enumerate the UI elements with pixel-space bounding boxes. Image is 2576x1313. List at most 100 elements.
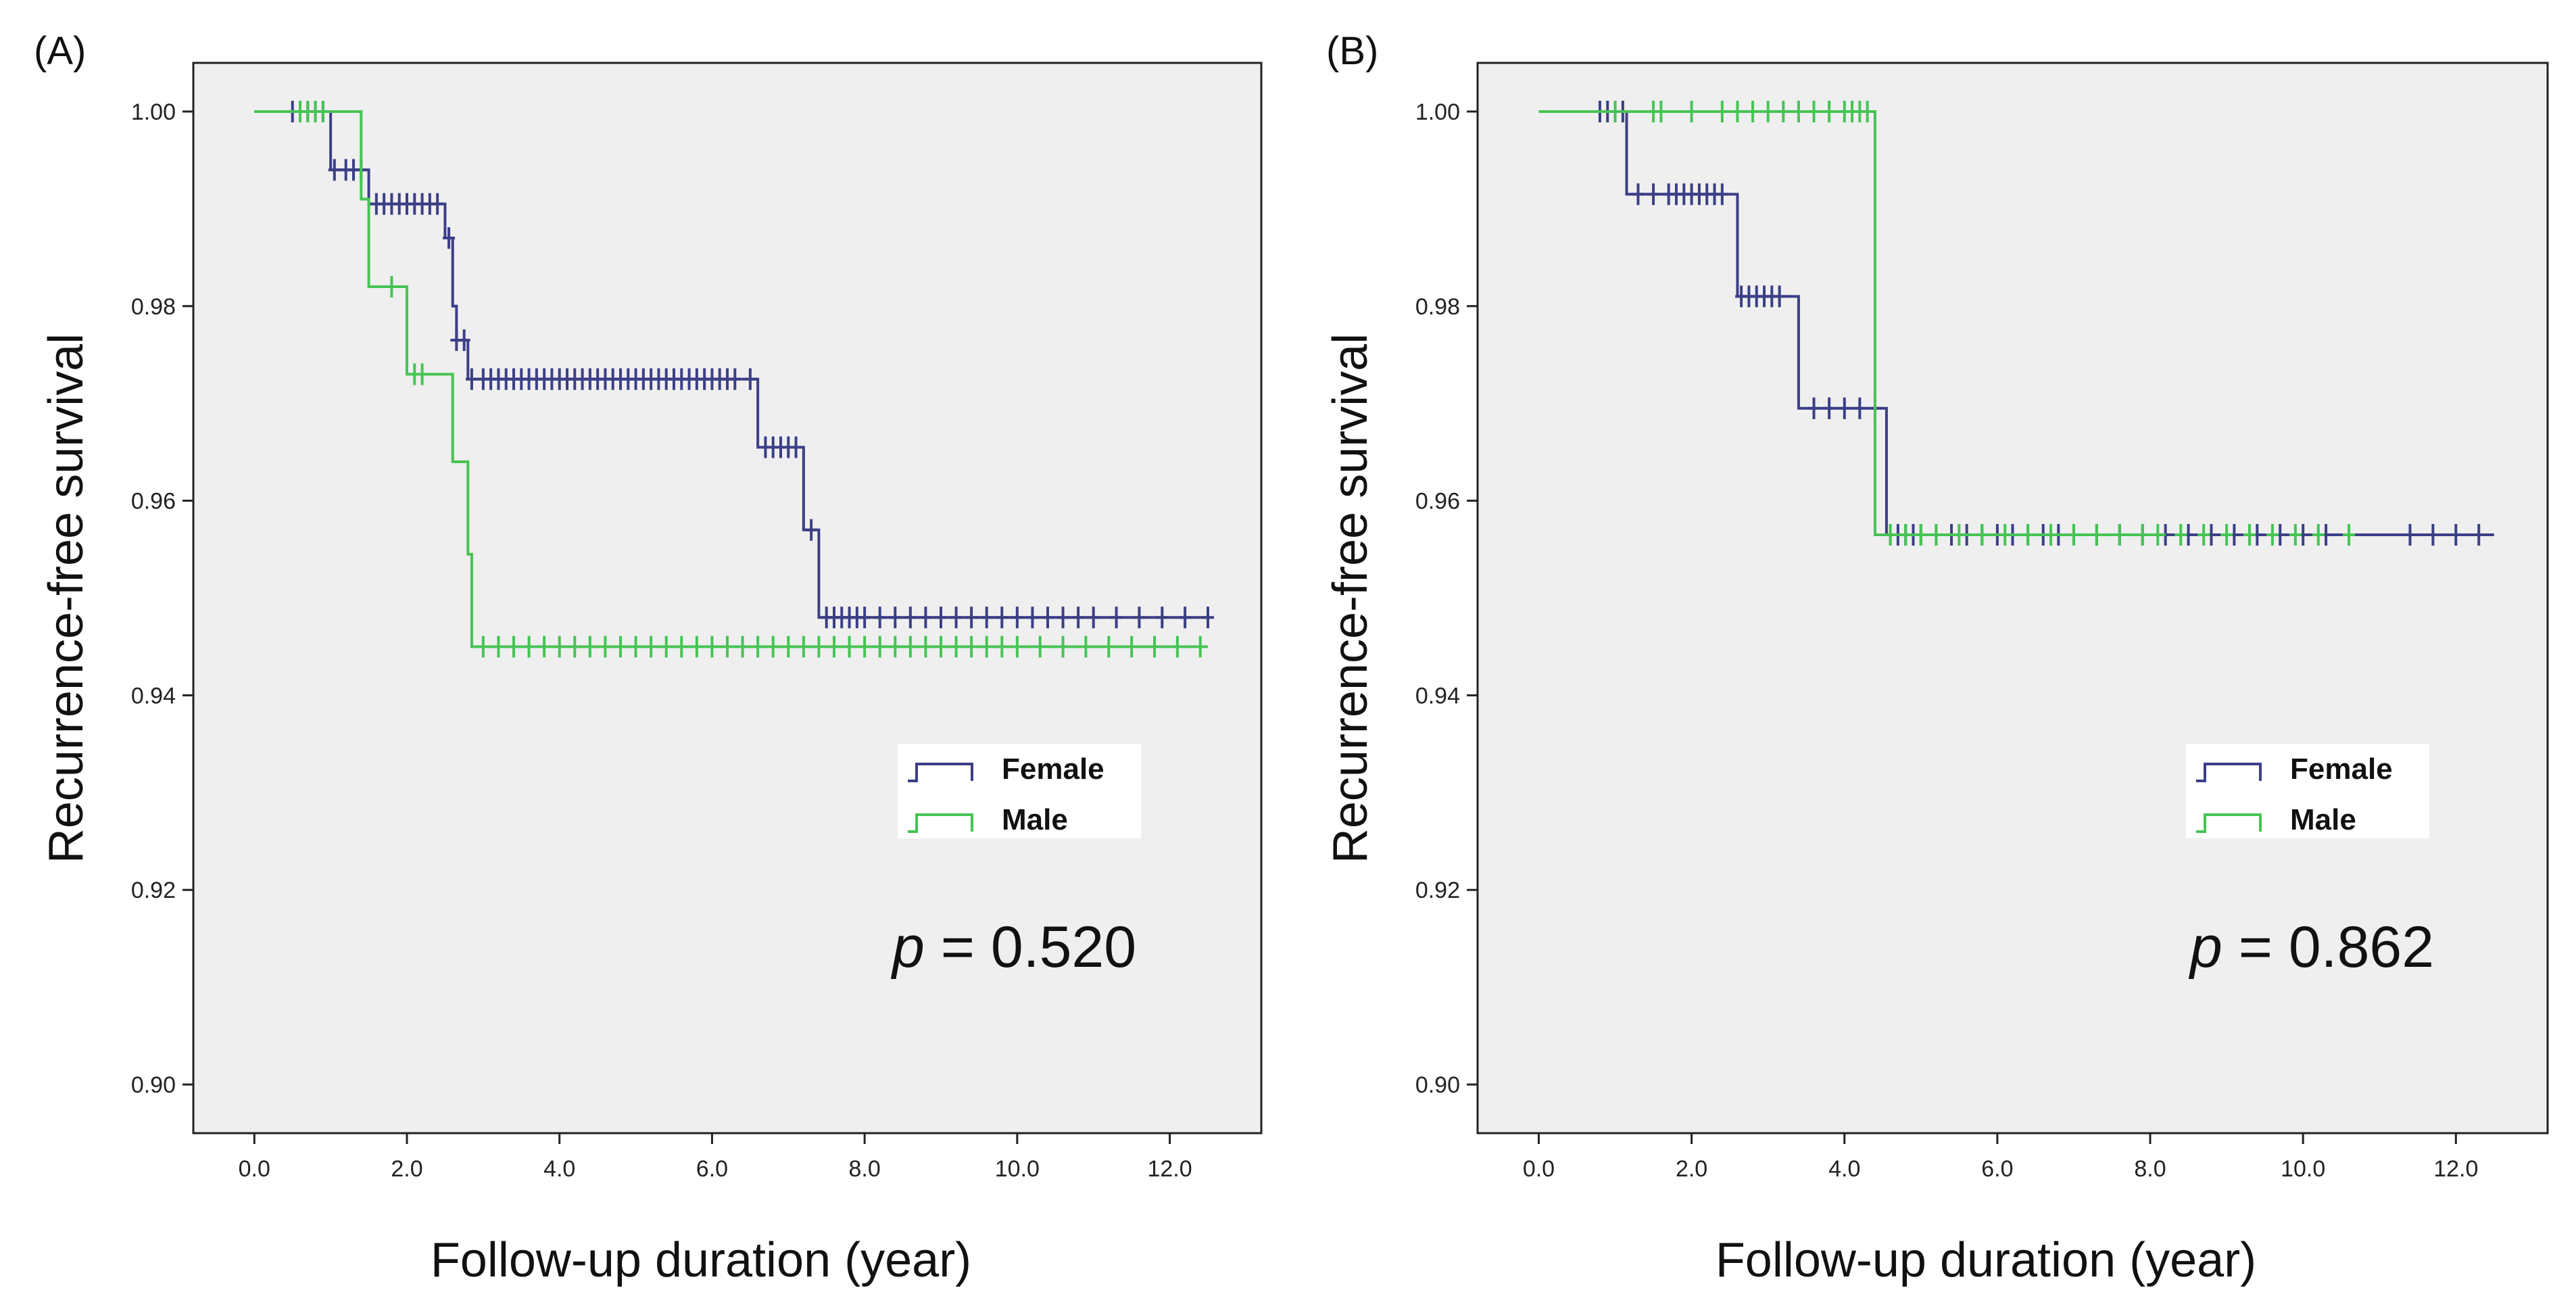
panel-a-male-censor-mark [1194,636,1207,658]
panel-b-male-censor-mark [1716,100,1728,122]
panel-b-male-censor-mark [1761,100,1774,122]
panel-a-male-censor-mark [1056,636,1069,658]
panel-a-x-ticks: 0.0 2.0 4.0 6.0 8.0 10.0 12.0 [239,1133,1192,1182]
panel-a-male-censor-mark [492,636,505,658]
panel-a-female-censor-mark [729,368,742,390]
panel-a-male-censor-mark [919,636,932,658]
panel-a-p-symbol: p [890,915,925,980]
panel-b-female-censor-mark [1807,397,1820,419]
panel-a-female-censor-mark [1056,606,1069,629]
panel-b-y-tick-label: 0.90 [1415,1072,1460,1098]
panel-a-x-tick-label: 0.0 [239,1156,270,1182]
panel-b-male-censor-mark [2312,523,2325,546]
panel-a-female-censor-mark [1042,606,1054,629]
panel-a-male-censor-mark [1034,636,1046,658]
panel-b-male-censor-mark [2136,523,2149,546]
panel-b-p-value: p = 0.862 [2188,915,2434,980]
panel-a-female-censor-mark [458,329,470,352]
panel-a-female-censor-mark [1179,606,1192,629]
panel-a-x-axis-label: Follow-up duration (year) [431,1233,971,1287]
panel-a-male-censor-mark [812,636,825,658]
panel-a-x-tick-label: 8.0 [849,1156,881,1182]
panel-a-female-censor-mark [1011,606,1023,629]
panel-a-y-tick-label: 0.90 [131,1072,176,1098]
panel-a-female-censor-mark [889,606,902,629]
panel-b-y-tick-label: 0.98 [1415,294,1460,320]
panel-a-legend-male-swatch [908,813,973,833]
panel-b-male-censor-mark [2343,523,2356,546]
panel-b-male-censor-mark [1807,100,1820,122]
panel-b-male-censor-mark [2152,523,2164,546]
panel-a-male-censor-mark [568,636,581,658]
panel-b-x-ticks: 0.0 2.0 4.0 6.0 8.0 10.0 12.0 [1523,1133,2478,1182]
panel-a-male-censor-mark [416,363,429,385]
panel-b-male-censor-mark [1792,100,1805,122]
panel-a-male-censor-mark [828,636,840,658]
panel-a-female-censor-mark [805,519,818,541]
panel-b-series [1538,100,2494,546]
panel-b-p-symbol: p [2188,915,2222,980]
panel-a-legend-box [898,744,1141,838]
panel-b-legend-male-label: Male [2290,803,2356,836]
panel-a-male-censor-mark [797,636,810,658]
panel-b-y-axis-label: Recurrence-free survival [1323,333,1378,863]
panel-a-female-censor-mark [744,368,756,390]
panel-b-female-censor-mark [1716,183,1728,206]
panel-a-male-censor-mark [980,636,993,658]
panel-a-male-censor-mark [1102,636,1115,658]
panel-b-legend-box [2186,744,2429,838]
panel-b-female-censor-mark [1838,397,1851,419]
panel-a-female-censor-mark [1156,606,1169,629]
panel-a-male-censor-mark [736,636,749,658]
panel-b-male-censor-mark [2289,523,2302,546]
panel-a-p-value: p = 0.520 [890,915,1136,980]
panel-b-male-censor-mark [1861,100,1874,122]
panel-a-male-censor-mark [889,636,902,658]
panel-b-male-censor-mark [2090,523,2103,546]
panel-a-male-censor-mark [858,636,871,658]
panel-a-x-tick-label: 2.0 [391,1156,422,1182]
panel-a-series [254,100,1214,658]
panel-b-female-censor-mark [2450,523,2462,546]
panel-a-female-survival-line [254,110,1208,619]
panel-b-label: (B) [1326,29,1378,73]
panel-b-female-censor-mark [1773,285,1786,308]
panel-a-male-censor-mark [935,636,947,658]
panel-b-male-censor-mark [2113,523,2126,546]
panel-b-x-tick-label: 8.0 [2134,1156,2166,1182]
panel-a-male-censor-mark [477,636,489,658]
panel-b-male-censor-mark [2266,523,2279,546]
panel-a-male-censor-mark [538,636,551,658]
panel-a-female-censor-mark [904,606,917,629]
panel-a-x-tick-label: 6.0 [696,1156,728,1182]
panel-b-female-censor-mark [2473,523,2485,546]
panel-a-male-survival-line [254,110,1208,648]
panel-b-male-censor-mark [1884,523,1897,546]
panel-a-male-censor-mark [1171,636,1184,658]
panel-b-x-axis-label: Follow-up duration (year) [1716,1233,2256,1287]
panel-b-male-censor-mark [1914,523,1927,546]
panel-a-male-censor-mark [523,636,535,658]
panel-a-male-censor-mark [1011,636,1023,658]
panel-a-y-tick-label: 0.96 [131,489,176,515]
panel-b-p-number: = 0.862 [2222,915,2434,980]
panel-b-x-tick-label: 6.0 [1981,1156,2013,1182]
panel-b-male-censor-mark [2022,523,2035,546]
panel-a-y-tick-label: 1.00 [131,99,176,125]
panel-a-y-tick-label: 0.92 [131,878,176,903]
panel-b-male-censor-mark [1899,523,1912,546]
panel-a-female-censor-mark [980,606,993,629]
panel-a-male-censor-mark [782,636,795,658]
panel-b-male-censor-mark [1930,523,1943,546]
panel-b-female-censor-mark [1853,397,1866,419]
panel-a-male-censor-mark [1125,636,1138,658]
panel-a-male-censor-mark [690,636,703,658]
panel-a-male-censor-mark [996,636,1008,658]
panel-b-female-censor-mark [2427,523,2439,546]
panel-a-female-censor-mark [919,606,932,629]
panel-a-legend: Female Male [898,744,1141,838]
panel-b-x-tick-label: 4.0 [1828,1156,1860,1182]
panel-a-y-axis-label: Recurrence-free survival [39,333,93,863]
panel-a-female-censor-mark [1133,606,1146,629]
